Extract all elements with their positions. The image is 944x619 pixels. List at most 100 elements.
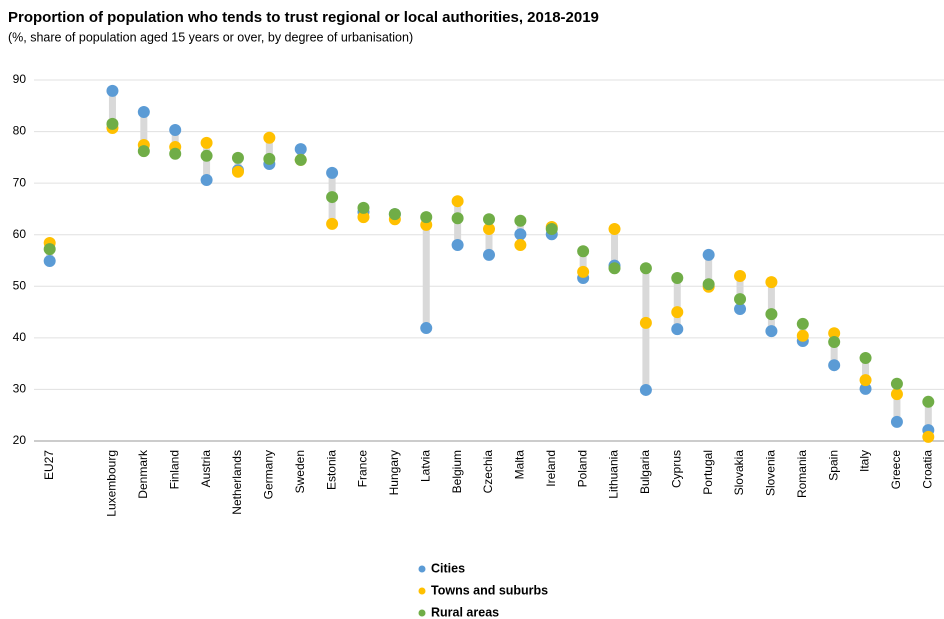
dot: [326, 191, 339, 204]
dot: [859, 351, 872, 364]
dot: [796, 317, 809, 330]
dot: [765, 325, 778, 338]
dot: [514, 214, 527, 227]
dot: [671, 306, 684, 319]
dot: [828, 327, 841, 340]
dot: [451, 212, 464, 225]
dot: [796, 329, 809, 342]
dot: [922, 395, 935, 408]
dot: [702, 278, 715, 291]
x-tick-label: Romania: [795, 450, 809, 498]
dot: [357, 201, 370, 214]
x-tick-label: Malta: [513, 450, 527, 480]
x-tick-label: Estonia: [324, 450, 338, 490]
x-tick-label: Lithuania: [607, 450, 621, 499]
dot: [859, 382, 872, 395]
y-tick-label: 70: [13, 175, 27, 189]
dot: [263, 131, 276, 144]
dot: [483, 248, 495, 261]
dot: [639, 316, 652, 329]
dot: [231, 165, 244, 178]
range-bar: [140, 111, 148, 152]
range-bar: [611, 229, 619, 269]
range-bar: [673, 278, 681, 330]
range-bar: [924, 401, 932, 437]
range-bar: [485, 219, 493, 255]
dot: [483, 213, 495, 226]
dot: [734, 293, 747, 306]
x-tick-label: Slovenia: [764, 450, 778, 496]
x-tick-label: Portugal: [701, 450, 715, 495]
dot: [734, 269, 747, 282]
dot: [106, 84, 119, 97]
range-bar: [736, 275, 744, 309]
dot: [639, 383, 652, 396]
dot: [200, 136, 213, 149]
dot: [702, 248, 715, 261]
dot: [765, 308, 778, 321]
y-tick-label: 20: [13, 433, 27, 447]
dot: [420, 211, 433, 224]
dot: [608, 262, 621, 275]
dot: [890, 415, 903, 428]
dot: [357, 211, 370, 224]
dot: [169, 147, 182, 160]
dot: [483, 223, 495, 236]
dot: [137, 145, 150, 158]
dot: [545, 223, 558, 236]
dot: [639, 262, 652, 275]
dot: [577, 245, 590, 258]
x-tick-label: Netherlands: [230, 450, 244, 515]
x-tick-label: Italy: [858, 450, 872, 472]
x-tick-label: Czechia: [481, 450, 495, 494]
x-tick-label: Germany: [262, 450, 276, 499]
legend-label: Rural areas: [431, 605, 499, 619]
x-tick-label: Luxembourg: [105, 450, 119, 517]
x-tick-label: Hungary: [387, 450, 401, 495]
legend-swatch: [418, 565, 426, 573]
x-tick-label: Poland: [575, 450, 589, 487]
x-tick-label: Austria: [199, 450, 213, 488]
range-bar: [579, 251, 587, 279]
x-tick-label: France: [356, 450, 370, 488]
x-tick-label: Cyprus: [669, 450, 683, 488]
x-tick-label: Sweden: [293, 450, 307, 493]
range-bar: [422, 217, 430, 329]
range-bar: [893, 383, 901, 422]
dot: [859, 374, 872, 387]
legend-label: Towns and suburbs: [431, 583, 548, 597]
dot: [734, 302, 747, 315]
dot: [451, 239, 464, 252]
range-bar: [862, 357, 870, 389]
y-tick-label: 50: [13, 278, 27, 292]
dot: [231, 151, 244, 164]
dot: [106, 117, 119, 130]
x-tick-label: Greece: [889, 450, 903, 490]
dot: [200, 149, 213, 162]
dot: [263, 152, 276, 165]
x-tick-label: Belgium: [450, 450, 464, 493]
x-tick-label: EU27: [42, 450, 56, 480]
dot: [765, 276, 778, 289]
range-bar: [642, 268, 650, 390]
x-tick-label: Denmark: [136, 449, 150, 499]
x-tick-label: Slovakia: [732, 450, 746, 496]
dot: [577, 265, 590, 278]
legend-label: Cities: [431, 561, 465, 575]
range-bar: [265, 137, 273, 165]
range-bar: [108, 90, 116, 128]
x-tick-label: Bulgaria: [638, 450, 652, 494]
x-tick-label: Croatia: [920, 450, 934, 489]
dot: [294, 153, 307, 166]
dot: [828, 335, 841, 348]
dot: [43, 243, 56, 256]
dot: [294, 143, 307, 156]
chart-subtitle: (%, share of population aged 15 years or…: [8, 30, 413, 44]
y-tick-label: 60: [13, 227, 27, 241]
dot: [326, 217, 339, 230]
dot: [514, 228, 527, 241]
dot: [326, 166, 339, 179]
dot: [608, 223, 621, 236]
x-tick-label: Spain: [826, 450, 840, 481]
